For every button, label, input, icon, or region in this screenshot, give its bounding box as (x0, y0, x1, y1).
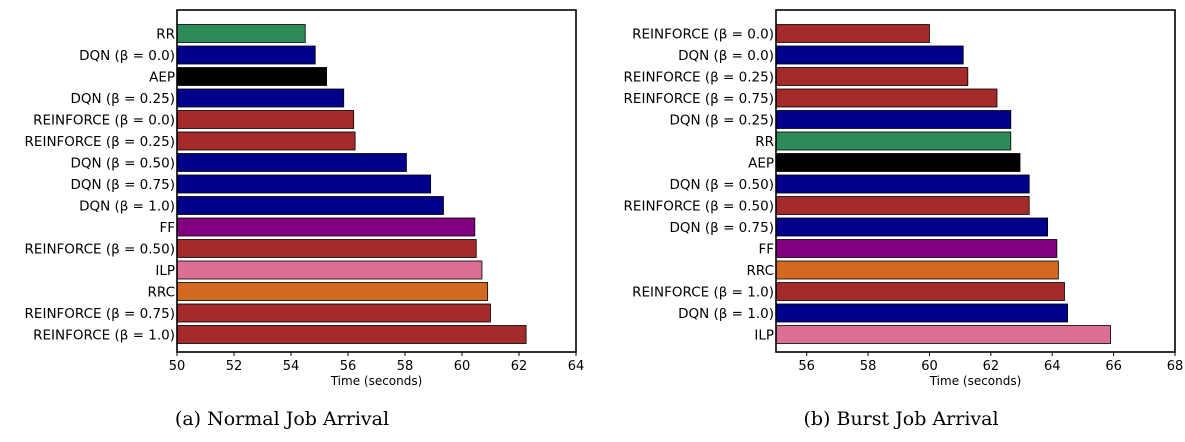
x-tick-label-a-3: 56 (340, 359, 357, 374)
bar-b-0 (775, 24, 930, 43)
category-label-b-2: REINFORCE (β = 0.25) (624, 70, 774, 86)
category-label-b-12: REINFORCE (β = 1.0) (632, 285, 774, 301)
x-tick-label-a-0: 50 (169, 359, 186, 374)
category-label-b-4: DQN (β = 0.25) (669, 113, 774, 129)
category-label-a-5: REINFORCE (β = 0.25) (25, 134, 175, 150)
x-tick-label-a-7: 64 (568, 359, 585, 374)
plot-frame-b (775, 9, 1176, 353)
x-tick-label-b-6: 68 (1167, 359, 1184, 374)
bar-a-6 (176, 153, 407, 172)
x-tick-label-b-4: 64 (1044, 359, 1061, 374)
category-label-a-13: REINFORCE (β = 0.75) (25, 306, 175, 322)
bar-a-7 (176, 174, 432, 194)
bar-a-11 (176, 260, 483, 280)
caption-a: (a) Normal Job Arrival (175, 408, 389, 430)
category-label-a-1: DQN (β = 0.0) (79, 48, 175, 64)
x-tick-label-b-1: 58 (860, 359, 877, 374)
bar-a-3 (176, 88, 345, 108)
category-label-b-0: REINFORCE (β = 0.0) (632, 27, 774, 43)
bar-b-1 (775, 45, 964, 65)
caption-b: (b) Burst Job Arrival (803, 408, 998, 430)
category-label-a-8: DQN (β = 1.0) (79, 199, 175, 215)
category-label-b-8: REINFORCE (β = 0.50) (624, 199, 774, 215)
category-label-b-1: DQN (β = 0.0) (678, 48, 774, 64)
x-tick-label-a-5: 60 (454, 359, 471, 374)
category-label-a-7: DQN (β = 0.75) (70, 177, 175, 193)
bar-a-12 (176, 282, 489, 301)
bar-b-12 (775, 282, 1065, 301)
bar-b-11 (775, 260, 1059, 280)
bar-a-1 (176, 45, 316, 65)
bar-a-5 (176, 131, 356, 151)
bar-b-3 (775, 88, 998, 108)
x-tick-label-a-4: 58 (397, 359, 414, 374)
x-tick-label-a-6: 62 (511, 359, 528, 374)
bar-b-2 (775, 67, 969, 86)
bar-b-13 (775, 303, 1068, 323)
x-tick-label-a-1: 52 (226, 359, 243, 374)
bar-a-10 (176, 239, 477, 258)
category-label-a-12: RRC (147, 285, 175, 301)
x-axis-label-b: Time (seconds) (929, 374, 1022, 388)
bar-b-8 (775, 196, 1030, 215)
x-tick-label-b-0: 56 (798, 359, 815, 374)
bar-b-4 (775, 110, 1012, 129)
x-tick-label-b-3: 62 (983, 359, 1000, 374)
bar-a-0 (176, 24, 306, 43)
x-tick-label-b-2: 60 (921, 359, 938, 374)
category-label-b-13: DQN (β = 1.0) (678, 306, 774, 322)
category-label-b-11: RRC (746, 263, 774, 279)
chart-burst-job-arrival: REINFORCE (β = 0.0) DQN (β = 0.0) REINFORC… (624, 9, 1184, 430)
category-label-b-10: FF (758, 242, 774, 258)
category-label-b-6: AEP (748, 156, 774, 172)
x-tick-label-b-5: 66 (1105, 359, 1122, 374)
chart-normal-job-arrival: RR DQN (β = 0.0) AEP DQN (β = 0.25) REINFORC… (25, 9, 585, 430)
category-label-a-9: FF (159, 220, 175, 236)
category-label-b-3: REINFORCE (β = 0.75) (624, 91, 774, 107)
category-label-a-3: DQN (β = 0.25) (70, 91, 175, 107)
bar-a-13 (176, 303, 491, 323)
x-axis-label-a: Time (seconds) (330, 374, 423, 388)
bar-a-2 (176, 67, 328, 86)
bar-b-6 (775, 153, 1021, 172)
category-label-b-9: DQN (β = 0.75) (669, 220, 774, 236)
category-label-a-14: REINFORCE (β = 1.0) (33, 328, 175, 344)
category-label-a-11: ILP (155, 263, 175, 279)
bar-b-14 (775, 325, 1111, 344)
bar-a-9 (176, 217, 476, 237)
plot-frame-a (176, 9, 577, 353)
bar-b-9 (775, 217, 1049, 237)
category-label-b-14: ILP (754, 328, 774, 344)
category-label-b-7: DQN (β = 0.50) (669, 177, 774, 193)
bar-b-5 (775, 131, 1012, 151)
bar-b-7 (775, 174, 1030, 194)
category-label-a-2: AEP (149, 70, 175, 86)
category-label-a-6: DQN (β = 0.50) (70, 156, 175, 172)
category-label-a-0: RR (156, 27, 175, 43)
bar-a-14 (176, 325, 527, 344)
bar-a-4 (176, 110, 355, 129)
x-tick-label-a-2: 54 (283, 359, 300, 374)
bar-a-8 (176, 196, 444, 215)
category-label-b-5: RR (755, 134, 774, 150)
category-label-a-4: REINFORCE (β = 0.0) (33, 113, 175, 129)
category-label-a-10: REINFORCE (β = 0.50) (25, 242, 175, 258)
bar-b-10 (775, 239, 1058, 258)
